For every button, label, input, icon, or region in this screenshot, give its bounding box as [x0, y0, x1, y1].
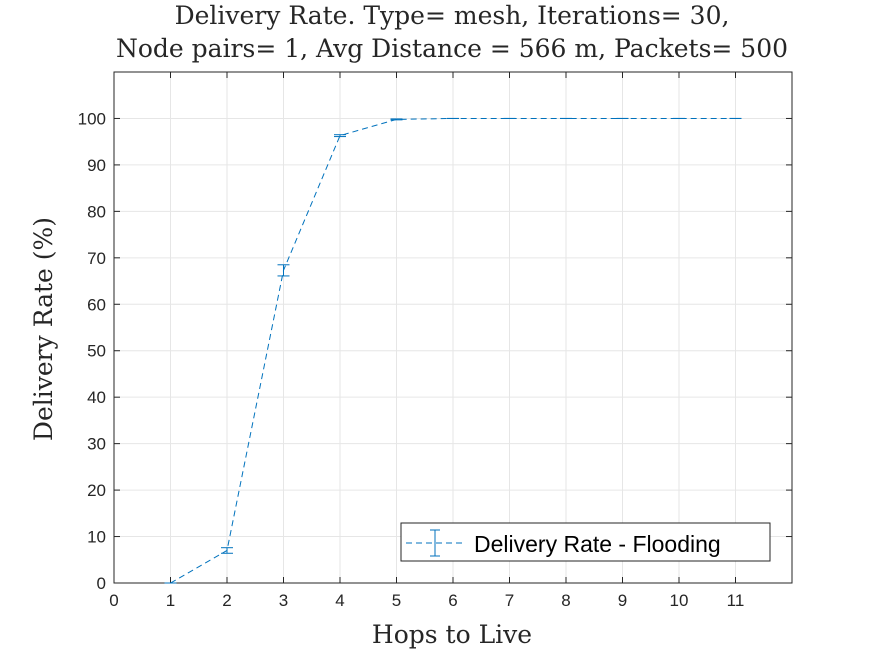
y-tick-label: 90: [87, 156, 106, 175]
x-tick-label: 8: [561, 591, 570, 610]
y-tick-label: 100: [78, 109, 106, 128]
axis-ticks: 0 1 2 3 4 5 6 7 8 9 10 11 0 10 20 30 40 50 60 70 80 90 100: [78, 72, 792, 610]
y-tick-label: 30: [87, 435, 106, 454]
x-tick-label: 3: [279, 591, 288, 610]
y-tick-label: 50: [87, 342, 106, 361]
series-layer: [164, 117, 742, 584]
y-tick-label: 40: [87, 388, 106, 407]
y-tick-label: 60: [87, 295, 106, 314]
error-bar: [221, 547, 233, 554]
x-tick-label: 4: [335, 591, 344, 610]
x-tick-label: 10: [670, 591, 689, 610]
legend-box: [400, 522, 771, 562]
x-tick-label: 9: [618, 591, 627, 610]
x-tick-label: 7: [505, 591, 514, 610]
x-tick-label: 11: [727, 591, 745, 610]
x-tick-label: 5: [392, 591, 401, 610]
x-tick-label: 6: [448, 591, 457, 610]
x-tick-label: 0: [109, 591, 118, 610]
error-bar: [390, 118, 403, 121]
chart-title-line-1: Delivery Rate. Type= mesh, Iterations= 3…: [175, 1, 730, 30]
x-axis-label: Hops to Live: [372, 620, 532, 649]
x-tick-label: 2: [222, 591, 231, 610]
legend-label: Delivery Rate - Flooding: [474, 531, 721, 557]
chart-title-line-2: Node pairs= 1, Avg Distance = 566 m, Pac…: [116, 34, 788, 63]
legend: Delivery Rate - Flooding: [400, 522, 771, 562]
y-tick-label: 80: [87, 202, 106, 221]
y-axis-label: Delivery Rate (%): [29, 217, 58, 441]
error-bar: [334, 134, 346, 138]
x-tick-label: 1: [166, 591, 175, 610]
y-tick-label: 20: [87, 481, 106, 500]
y-tick-label: 10: [87, 528, 106, 547]
y-tick-label: 70: [87, 249, 106, 268]
error-bar: [277, 264, 290, 277]
grid: [113, 72, 792, 584]
y-tick-label: 0: [97, 574, 106, 593]
